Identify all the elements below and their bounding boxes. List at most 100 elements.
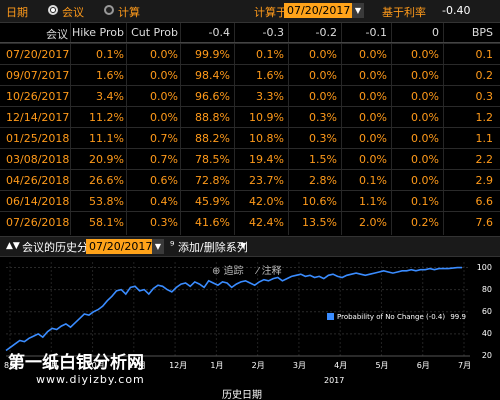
header-rate-0[interactable]: 0	[432, 26, 439, 39]
header-rate-minus-0-1[interactable]: -0.1	[365, 26, 387, 39]
add-remove-series-button[interactable]: 添加/删除系列	[178, 241, 248, 254]
rate-minus-0-3-cell: 42.4%	[249, 216, 284, 229]
cut-prob-cell: 0.6%	[150, 174, 178, 187]
calc-option-label[interactable]: 计算	[118, 6, 140, 19]
header-rate-minus-0-3[interactable]: -0.3	[262, 26, 284, 39]
rate-minus-0-1-cell: 0.0%	[359, 111, 387, 124]
cut-prob-cell: 0.4%	[150, 195, 178, 208]
y-tick-label: 80	[481, 284, 492, 294]
annotate-button[interactable]: 注释	[261, 266, 282, 277]
x-tick-label: 2月	[251, 361, 265, 370]
bps-cell: 0.1	[475, 48, 494, 61]
bps-cell: 1.1	[475, 132, 494, 145]
hike-prob-cell: 3.4%	[96, 90, 124, 103]
rate-0-cell: 0.1%	[411, 195, 439, 208]
x-tick-label: 6月	[416, 361, 430, 370]
bps-cell: 0.2	[475, 69, 494, 82]
meeting-history-label: 会议的历史分析	[22, 241, 99, 254]
rate-minus-0-1-cell: 1.1%	[359, 195, 387, 208]
table-row[interactable]: 04/26/2018 26.6% 0.6% 72.8% 23.7% 2.8% 0…	[0, 169, 500, 191]
chart-legend: Probability of No Change (-0.4) 99.9	[327, 313, 473, 323]
rate-minus-0-2-cell: 0.0%	[309, 69, 337, 82]
calc-radio-button[interactable]	[104, 5, 114, 15]
rate-minus-0-3-cell: 10.9%	[249, 111, 284, 124]
meeting-date-cell: 06/14/2018	[6, 195, 70, 208]
rate-minus-0-2-cell: 0.3%	[309, 111, 337, 124]
meeting-date-cell: 07/20/2017	[6, 48, 70, 61]
rate-minus-0-1-cell: 0.0%	[359, 48, 387, 61]
history-chart: ⊕ 追踪 ⁄ 注释 20 40 60 80 100 8月 9月 10月 11月 12月 1月 2月 3…	[0, 256, 500, 400]
x-tick-label: 1月	[210, 361, 224, 370]
column-divider	[180, 23, 181, 235]
annotate-icon[interactable]: ⁄	[256, 266, 259, 277]
history-date-dropdown-icon[interactable]: ▼	[152, 239, 164, 254]
rate-0-cell: 0.0%	[411, 90, 439, 103]
x-tick-label: 11月	[127, 361, 146, 370]
rate-minus-0-2-cell: 10.6%	[302, 195, 337, 208]
header-cut-prob[interactable]: Cut Prob	[131, 26, 178, 39]
y-tick-label: 40	[481, 328, 492, 338]
watermark-url: www.diyizby.com	[36, 373, 145, 386]
top-controls-bar: 日期 会议 计算 计算于 07/20/2017 ▼ 基于利率 -0.40	[0, 0, 500, 23]
table-row[interactable]: 01/25/2018 11.1% 0.7% 88.2% 10.8% 0.3% 0…	[0, 127, 500, 149]
rate-0-cell: 0.0%	[411, 111, 439, 124]
header-bps[interactable]: BPS	[471, 26, 493, 39]
header-rate-minus-0-2[interactable]: -0.2	[315, 26, 337, 39]
table-row[interactable]: 09/07/2017 1.6% 0.0% 98.4% 1.6% 0.0% 0.0…	[0, 64, 500, 86]
history-chart-svg	[5, 262, 470, 357]
rate-0-cell: 0.2%	[411, 216, 439, 229]
cut-prob-cell: 0.7%	[150, 153, 178, 166]
calc-date-label: 计算于	[254, 6, 287, 19]
calc-date-input[interactable]: 07/20/2017	[284, 3, 352, 18]
cut-prob-cell: 0.0%	[150, 69, 178, 82]
series-dropdown-icon[interactable]: ▼	[240, 241, 247, 250]
rate-minus-0-3-cell: 10.8%	[249, 132, 284, 145]
column-divider	[126, 23, 127, 235]
rate-0-cell: 0.0%	[411, 132, 439, 145]
table-row[interactable]: 12/14/2017 11.2% 0.0% 88.8% 10.9% 0.3% 0…	[0, 106, 500, 128]
bps-cell: 6.6	[475, 195, 494, 208]
x-axis-title: 历史日期	[222, 390, 262, 400]
hike-prob-cell: 1.6%	[96, 69, 124, 82]
rate-minus-0-3-cell: 42.0%	[249, 195, 284, 208]
meeting-date-cell: 01/25/2018	[6, 132, 70, 145]
base-rate-value: -0.40	[442, 4, 471, 17]
column-divider	[443, 23, 444, 235]
date-column-label: 日期	[6, 6, 28, 19]
bps-cell: 1.2	[475, 111, 494, 124]
rate-minus-0-4-cell: 45.9%	[195, 195, 230, 208]
track-icon[interactable]: ⊕	[212, 266, 221, 277]
table-row[interactable]: 07/20/2017 0.1% 0.0% 99.9% 0.1% 0.0% 0.0…	[0, 43, 500, 65]
table-row[interactable]: 10/26/2017 3.4% 0.0% 96.6% 3.3% 0.0% 0.0…	[0, 85, 500, 107]
history-date-input[interactable]: 07/20/2017	[86, 239, 152, 254]
y-tick-label: 100	[476, 262, 492, 272]
collapse-icon[interactable]: ▲▼	[6, 241, 20, 251]
header-meeting[interactable]: 会议	[46, 28, 68, 41]
track-button[interactable]: 追踪	[223, 266, 244, 277]
header-rate-minus-0-4[interactable]: -0.4	[208, 26, 230, 39]
meeting-date-cell: 10/26/2017	[6, 90, 70, 103]
table-row[interactable]: 03/08/2018 20.9% 0.7% 78.5% 19.4% 1.5% 0…	[0, 148, 500, 170]
meeting-option-label[interactable]: 会议	[62, 6, 84, 19]
x-tick-label: 8月	[4, 361, 18, 370]
table-row[interactable]: 06/14/2018 53.8% 0.4% 45.9% 42.0% 10.6% …	[0, 190, 500, 212]
hike-prob-cell: 0.1%	[96, 48, 124, 61]
column-divider	[391, 23, 392, 235]
series-line-no-change[interactable]	[5, 266, 462, 352]
rate-minus-0-3-cell: 23.7%	[249, 174, 284, 187]
legend-swatch	[327, 313, 334, 320]
series-icon[interactable]: ⁹	[170, 239, 175, 252]
rate-minus-0-2-cell: 2.8%	[309, 174, 337, 187]
hike-prob-cell: 11.2%	[89, 111, 124, 124]
rate-minus-0-2-cell: 0.0%	[309, 48, 337, 61]
column-divider	[234, 23, 235, 235]
chart-overlay-tools: ⊕ 追踪 ⁄ 注释	[212, 262, 282, 277]
table-row[interactable]: 07/26/2018 58.1% 0.3% 41.6% 42.4% 13.5% …	[0, 211, 500, 233]
meeting-radio-button[interactable]	[48, 5, 58, 15]
x-tick-label: 4月	[334, 361, 348, 370]
rate-minus-0-3-cell: 3.3%	[256, 90, 284, 103]
calc-date-dropdown-icon[interactable]: ▼	[352, 3, 364, 18]
cut-prob-cell: 0.7%	[150, 132, 178, 145]
header-hike-prob[interactable]: Hike Prob	[71, 26, 124, 39]
column-divider	[70, 23, 71, 235]
